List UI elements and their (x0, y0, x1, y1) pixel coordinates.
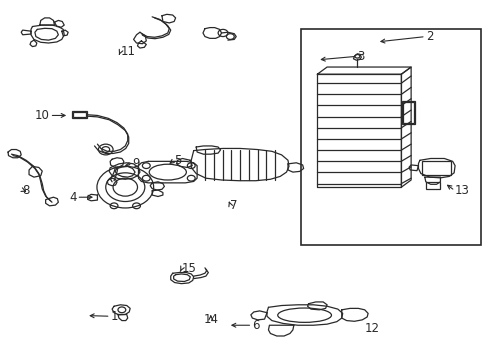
Text: 13: 13 (455, 184, 470, 197)
Text: 3: 3 (357, 50, 365, 63)
Text: 1: 1 (111, 310, 118, 323)
Text: 5: 5 (174, 154, 181, 167)
Bar (422, 161, 451, 175)
Bar (72, 111, 87, 118)
Text: 15: 15 (181, 262, 196, 275)
Text: 9: 9 (133, 157, 140, 170)
Bar (426, 182, 441, 189)
Text: 14: 14 (203, 313, 219, 327)
Text: 4: 4 (69, 191, 76, 204)
Bar (301, 30, 481, 244)
Bar (403, 102, 414, 123)
Text: 10: 10 (35, 109, 49, 122)
Text: 11: 11 (121, 45, 135, 58)
Bar (73, 112, 86, 117)
Text: 6: 6 (252, 319, 260, 332)
Text: 8: 8 (23, 184, 30, 197)
Text: 2: 2 (426, 30, 433, 43)
Bar (402, 101, 415, 125)
Text: 7: 7 (230, 199, 238, 212)
Text: 12: 12 (365, 322, 380, 335)
